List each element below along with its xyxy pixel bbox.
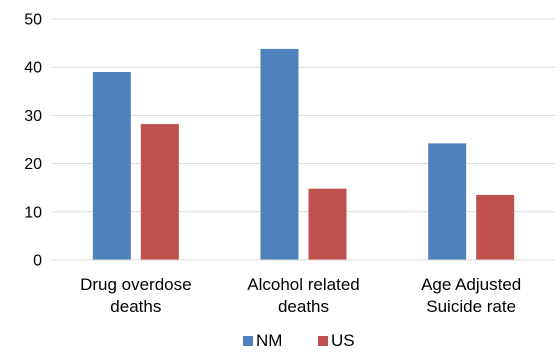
legend-label-nm: NM: [256, 331, 282, 350]
bar-us-0: [140, 124, 179, 261]
y-tick-label: 20: [24, 156, 42, 173]
bar-us-2: [476, 194, 515, 260]
bar-nm-0: [92, 72, 131, 261]
legend-swatch-us: [318, 336, 328, 346]
y-tick-label: 40: [24, 60, 42, 77]
category-label: deaths: [110, 297, 161, 316]
category-label: Drug overdose: [80, 275, 192, 294]
legend-swatch-nm: [243, 336, 253, 346]
bar-nm-2: [428, 143, 467, 260]
legend: NM US: [243, 331, 355, 350]
legend-label-us: US: [331, 331, 355, 350]
category-label: Suicide rate: [426, 297, 516, 316]
bar-nm-1: [260, 48, 299, 260]
bar-us-1: [308, 188, 347, 260]
category-labels: Drug overdose deaths Alcohol related deaths…: [80, 275, 521, 316]
category-label: deaths: [278, 297, 329, 316]
bars: [92, 48, 515, 261]
y-axis-ticks: 0 10 20 30 40 50: [24, 12, 42, 270]
category-label: Alcohol related: [247, 275, 359, 294]
category-label: Age Adjusted: [421, 275, 521, 294]
y-tick-label: 50: [24, 12, 42, 29]
y-tick-label: 0: [33, 253, 42, 270]
y-tick-label: 30: [24, 108, 42, 125]
gridlines: [52, 18, 555, 213]
y-tick-label: 10: [24, 204, 42, 221]
